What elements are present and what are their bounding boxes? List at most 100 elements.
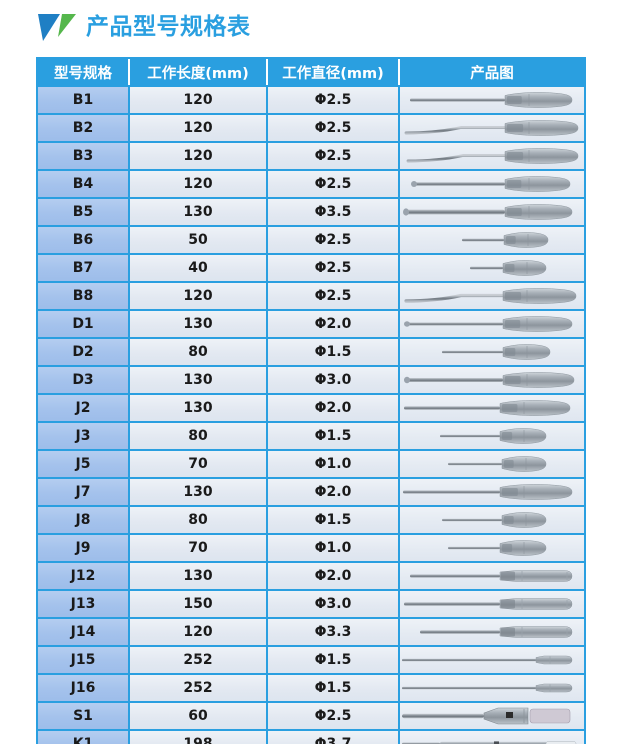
instrument-very-short-handle-icon — [400, 255, 584, 281]
cell-product-image — [400, 393, 584, 421]
cell-product-image — [400, 113, 584, 141]
column-header-image: 产品图 — [400, 59, 584, 85]
cell-model: J8 — [38, 505, 130, 533]
cell-diameter: Φ2.5 — [268, 281, 400, 309]
cell-model: J2 — [38, 393, 130, 421]
cell-diameter: Φ1.0 — [268, 533, 400, 561]
cell-diameter: Φ1.5 — [268, 673, 400, 701]
cell-model: B8 — [38, 281, 130, 309]
instrument-short-fine-handle-icon — [400, 451, 584, 477]
spec-table: 型号规格 工作长度(mm) 工作直径(mm) 产品图 B1 120 Φ2.5 — [36, 57, 586, 744]
cell-diameter: Φ3.0 — [268, 365, 400, 393]
cell-diameter: Φ2.5 — [268, 113, 400, 141]
page-title: 产品型号规格表 — [86, 13, 251, 40]
cell-model: B5 — [38, 197, 130, 225]
instrument-needle-metal-grip-icon — [400, 563, 584, 589]
instrument-curved-tip-handle-icon — [400, 115, 584, 141]
table-row: B6 50 Φ2.5 — [38, 225, 584, 253]
column-header-model: 型号规格 — [38, 59, 130, 85]
instrument-long-fine-handle-icon — [400, 479, 584, 505]
cell-length: 130 — [130, 365, 268, 393]
cell-product-image — [400, 85, 584, 113]
cell-product-image — [400, 421, 584, 449]
cell-diameter: Φ2.0 — [268, 477, 400, 505]
instrument-long-curved-handle-icon — [400, 283, 584, 309]
spec-table-wrapper: 型号规格 工作长度(mm) 工作直径(mm) 产品图 B1 120 Φ2.5 — [36, 57, 586, 744]
instrument-needle-bevel-metal-grip-icon — [400, 619, 584, 645]
cell-length: 60 — [130, 701, 268, 729]
instrument-full-length-rod-icon — [400, 731, 584, 744]
cell-product-image — [400, 477, 584, 505]
cell-diameter: Φ1.5 — [268, 645, 400, 673]
table-row: K1 198 Φ3.7 — [38, 729, 584, 744]
cell-model: K1 — [38, 729, 130, 744]
cell-model: B1 — [38, 85, 130, 113]
instrument-medium-handle-icon — [400, 423, 584, 449]
table-row: D1 130 Φ2.0 — [38, 309, 584, 337]
cell-product-image — [400, 701, 584, 729]
cell-length: 150 — [130, 589, 268, 617]
cell-length: 130 — [130, 561, 268, 589]
cell-model: J7 — [38, 477, 130, 505]
cell-length: 70 — [130, 533, 268, 561]
cell-product-image — [400, 533, 584, 561]
cell-model: D3 — [38, 365, 130, 393]
cell-length: 120 — [130, 617, 268, 645]
cell-product-image — [400, 449, 584, 477]
cell-diameter: Φ2.5 — [268, 253, 400, 281]
cell-product-image — [400, 673, 584, 701]
cell-length: 198 — [130, 729, 268, 744]
instrument-extra-long-small-grip-icon — [400, 647, 584, 673]
cell-length: 120 — [130, 169, 268, 197]
cell-diameter: Φ2.0 — [268, 561, 400, 589]
instrument-short-straight-handle-icon — [400, 227, 584, 253]
cell-model: J12 — [38, 561, 130, 589]
instrument-long-needle-metal-grip-icon — [400, 591, 584, 617]
table-row: B3 120 Φ2.5 — [38, 141, 584, 169]
cell-diameter: Φ1.5 — [268, 421, 400, 449]
table-row: D3 130 Φ3.0 — [38, 365, 584, 393]
cell-model: B7 — [38, 253, 130, 281]
cell-model: J5 — [38, 449, 130, 477]
table-row: J5 70 Φ1.0 — [38, 449, 584, 477]
cell-diameter: Φ2.5 — [268, 225, 400, 253]
table-row: J3 80 Φ1.5 — [38, 421, 584, 449]
table-row: J13 150 Φ3.0 — [38, 589, 584, 617]
instrument-medium-slim-handle-icon — [400, 339, 584, 365]
cell-diameter: Φ3.0 — [268, 589, 400, 617]
cell-product-image — [400, 617, 584, 645]
triangle-pair-logo-icon — [38, 14, 76, 41]
cell-model: B4 — [38, 169, 130, 197]
cell-length: 80 — [130, 337, 268, 365]
cell-product-image — [400, 197, 584, 225]
table-row: J7 130 Φ2.0 — [38, 477, 584, 505]
cell-diameter: Φ2.5 — [268, 141, 400, 169]
cell-product-image — [400, 225, 584, 253]
cell-product-image — [400, 141, 584, 169]
table-row: B5 130 Φ3.5 — [38, 197, 584, 225]
table-row: J2 130 Φ2.0 — [38, 393, 584, 421]
cell-model: J16 — [38, 673, 130, 701]
instrument-trocar-with-barrel-icon — [400, 703, 584, 729]
cell-product-image — [400, 561, 584, 589]
cell-product-image — [400, 729, 584, 744]
cell-product-image — [400, 365, 584, 393]
instrument-straight-long-handle-icon — [400, 395, 584, 421]
table-row: D2 80 Φ1.5 — [38, 337, 584, 365]
cell-product-image — [400, 253, 584, 281]
cell-model: D2 — [38, 337, 130, 365]
column-header-diameter: 工作直径(mm) — [268, 59, 400, 85]
column-header-length: 工作长度(mm) — [130, 59, 268, 85]
instrument-straight-thick-handle-icon — [400, 199, 584, 225]
cell-diameter: Φ3.3 — [268, 617, 400, 645]
cell-model: J15 — [38, 645, 130, 673]
cell-length: 130 — [130, 477, 268, 505]
table-row: J12 130 Φ2.0 — [38, 561, 584, 589]
cell-length: 70 — [130, 449, 268, 477]
cell-product-image — [400, 589, 584, 617]
cell-length: 50 — [130, 225, 268, 253]
instrument-straight-ball-handle-icon — [400, 171, 584, 197]
cell-diameter: Φ2.5 — [268, 169, 400, 197]
cell-model: J9 — [38, 533, 130, 561]
cell-product-image — [400, 645, 584, 673]
